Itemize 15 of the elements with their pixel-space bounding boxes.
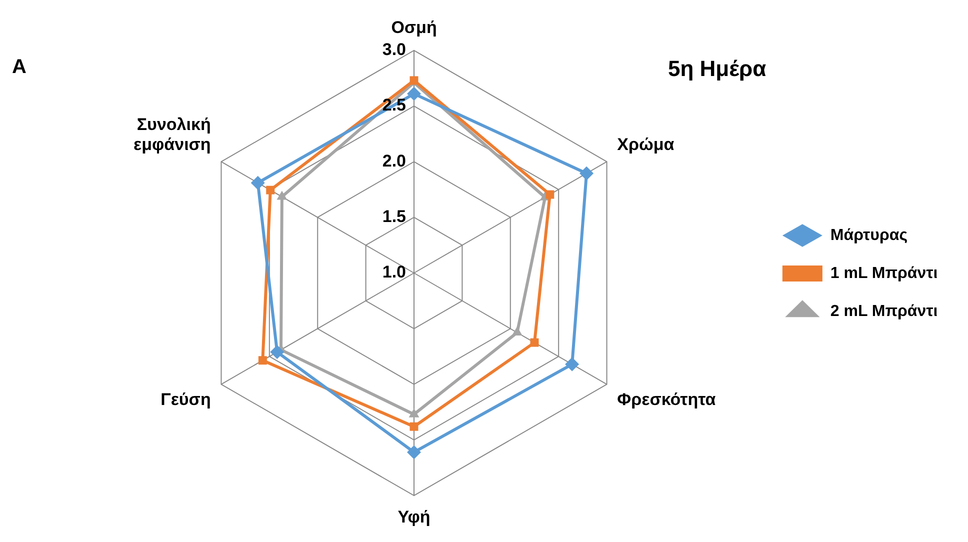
spoke-label: Οσμή [391,18,437,37]
legend-label: 1 mL Μπράντι [830,264,938,282]
text: A [12,56,26,79]
y-tick-label: 1.5 [382,207,406,226]
spoke-label: Φρεσκότητα [617,390,716,410]
legend-label: 2 mL Μπράντι [830,302,938,320]
y-tick-label: 3.0 [382,40,406,60]
legend-label: Μάρτυρας [830,226,908,244]
y-tick-label: 1.0 [382,262,406,282]
spoke-label: Χρώμα [617,135,675,154]
spoke-label: Υφή [398,507,430,526]
y-tick-label: 2.0 [382,151,406,170]
text: 5η Ημέρα [668,56,766,82]
spoke-label: Γεύση [160,390,211,410]
spoke-label: Συνολική εμφάνιση [134,114,211,154]
